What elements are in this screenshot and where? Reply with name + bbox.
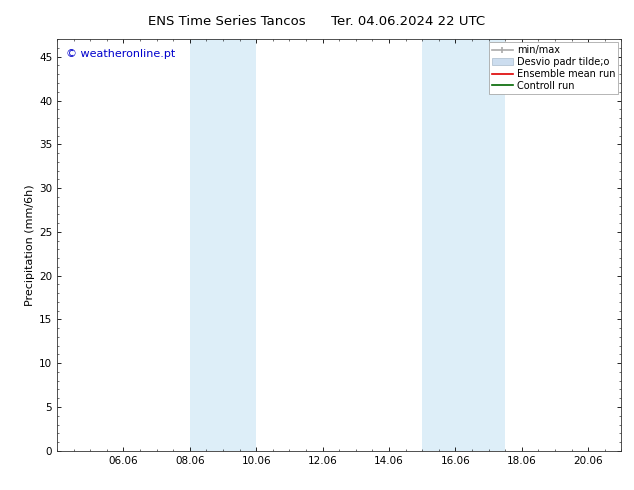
Legend: min/max, Desvio padr tilde;o, Ensemble mean run, Controll run: min/max, Desvio padr tilde;o, Ensemble m… (489, 42, 618, 94)
Bar (422, 39, 505, 451)
Text: © weatheronline.pt: © weatheronline.pt (65, 49, 175, 59)
Bar (190, 39, 256, 451)
Text: ENS Time Series Tancos      Ter. 04.06.2024 22 UTC: ENS Time Series Tancos Ter. 04.06.2024 2… (148, 15, 486, 28)
Y-axis label: Precipitation (mm/6h): Precipitation (mm/6h) (25, 184, 35, 306)
